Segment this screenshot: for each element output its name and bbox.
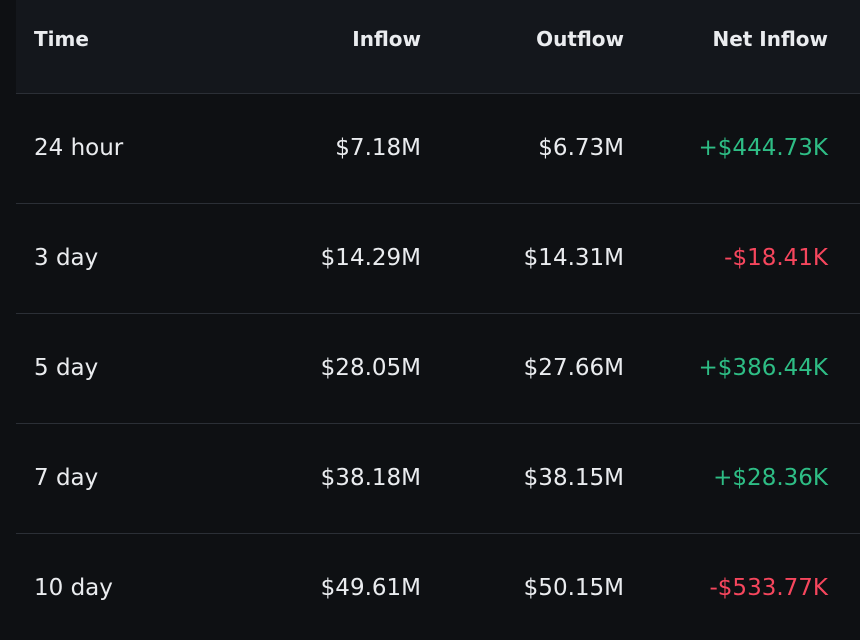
row-net-inflow: +$444.73K bbox=[698, 135, 828, 161]
table-header: Time Inflow Outflow Net Inflow bbox=[16, 0, 860, 94]
header-net-inflow: Net Inflow bbox=[712, 27, 828, 51]
row-time: 24 hour bbox=[34, 135, 124, 161]
table-row: 10 day $49.61M $50.15M -$533.77K bbox=[16, 534, 860, 640]
table-row: 24 hour $7.18M $6.73M +$444.73K bbox=[16, 94, 860, 204]
header-outflow: Outflow bbox=[536, 27, 624, 51]
row-time: 3 day bbox=[34, 245, 99, 271]
row-outflow: $6.73M bbox=[538, 135, 624, 161]
row-outflow: $14.31M bbox=[523, 245, 624, 271]
row-net-inflow: +$386.44K bbox=[698, 355, 828, 381]
table-row: 3 day $14.29M $14.31M -$18.41K bbox=[16, 204, 860, 314]
table-row: 7 day $38.18M $38.15M +$28.36K bbox=[16, 424, 860, 534]
row-inflow: $49.61M bbox=[320, 575, 421, 601]
row-inflow: $14.29M bbox=[320, 245, 421, 271]
fund-flow-table: Time Inflow Outflow Net Inflow 24 hour $… bbox=[16, 0, 860, 640]
row-outflow: $38.15M bbox=[523, 465, 624, 491]
row-net-inflow: +$28.36K bbox=[713, 465, 828, 491]
row-inflow: $38.18M bbox=[320, 465, 421, 491]
row-net-inflow: -$18.41K bbox=[724, 245, 828, 271]
row-outflow: $50.15M bbox=[523, 575, 624, 601]
header-inflow: Inflow bbox=[352, 27, 421, 51]
row-time: 5 day bbox=[34, 355, 99, 381]
row-time: 7 day bbox=[34, 465, 99, 491]
row-inflow: $28.05M bbox=[320, 355, 421, 381]
table-row: 5 day $28.05M $27.66M +$386.44K bbox=[16, 314, 860, 424]
header-time: Time bbox=[34, 27, 89, 51]
row-outflow: $27.66M bbox=[523, 355, 624, 381]
row-time: 10 day bbox=[34, 575, 113, 601]
row-net-inflow: -$533.77K bbox=[709, 575, 829, 601]
row-inflow: $7.18M bbox=[335, 135, 421, 161]
